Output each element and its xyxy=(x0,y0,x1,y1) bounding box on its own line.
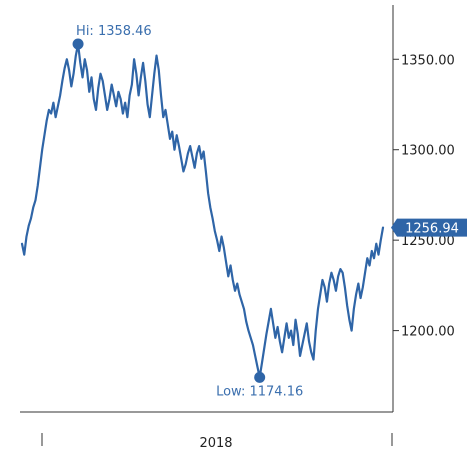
high-marker xyxy=(72,38,84,50)
low-annotation: Low: 1174.16 xyxy=(216,384,303,399)
y-tick-label: 1250.00 xyxy=(401,234,455,249)
y-tick-label: 1200.00 xyxy=(401,325,455,340)
low-marker xyxy=(254,371,266,383)
last-value-badge xyxy=(391,218,467,237)
price-series-line xyxy=(20,42,385,379)
y-tick-label: 1350.00 xyxy=(401,53,455,68)
x-tick-label-2018: 2018 xyxy=(199,436,232,450)
last-value-label: 1256.94 xyxy=(405,222,459,237)
y-tick-label: 1300.00 xyxy=(401,144,455,159)
high-annotation: Hi: 1358.46 xyxy=(76,24,152,39)
